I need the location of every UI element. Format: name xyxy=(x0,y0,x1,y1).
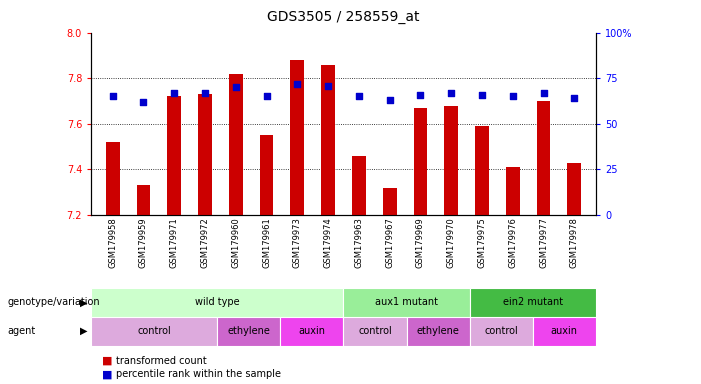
Bar xyxy=(567,162,581,215)
Text: control: control xyxy=(358,326,392,336)
Point xyxy=(292,81,303,87)
Bar xyxy=(407,317,470,346)
Text: ■: ■ xyxy=(102,369,112,379)
Point xyxy=(384,97,395,103)
Text: GDS3505 / 258559_at: GDS3505 / 258559_at xyxy=(267,10,420,23)
Text: transformed count: transformed count xyxy=(116,356,206,366)
Text: GSM179963: GSM179963 xyxy=(355,217,363,268)
Text: genotype/variation: genotype/variation xyxy=(7,297,100,308)
Text: control: control xyxy=(137,326,171,336)
Point xyxy=(230,84,241,91)
Point xyxy=(353,93,365,99)
Text: agent: agent xyxy=(7,326,35,336)
Text: GSM179976: GSM179976 xyxy=(508,217,517,268)
Text: GSM179973: GSM179973 xyxy=(293,217,302,268)
Bar xyxy=(137,185,151,215)
Text: ein2 mutant: ein2 mutant xyxy=(503,297,563,308)
Text: GSM179971: GSM179971 xyxy=(170,217,179,268)
Point xyxy=(538,90,549,96)
Bar xyxy=(290,60,304,215)
Bar xyxy=(352,156,366,215)
Bar xyxy=(280,317,343,346)
Text: GSM179978: GSM179978 xyxy=(570,217,579,268)
Bar xyxy=(229,74,243,215)
Text: control: control xyxy=(484,326,518,336)
Point xyxy=(169,90,180,96)
Text: GSM179969: GSM179969 xyxy=(416,217,425,268)
Text: GSM179961: GSM179961 xyxy=(262,217,271,268)
Bar xyxy=(414,108,428,215)
Text: ethylene: ethylene xyxy=(227,326,271,336)
Point xyxy=(199,90,210,96)
Text: wild type: wild type xyxy=(195,297,240,308)
Point xyxy=(446,90,457,96)
Bar xyxy=(475,126,489,215)
Bar xyxy=(168,96,181,215)
Text: ■: ■ xyxy=(102,356,112,366)
Bar xyxy=(91,317,217,346)
Point xyxy=(138,99,149,105)
Point xyxy=(415,92,426,98)
Bar xyxy=(106,142,120,215)
Text: percentile rank within the sample: percentile rank within the sample xyxy=(116,369,280,379)
Text: GSM179974: GSM179974 xyxy=(324,217,332,268)
Point xyxy=(107,93,118,99)
Text: auxin: auxin xyxy=(299,326,325,336)
Text: auxin: auxin xyxy=(551,326,578,336)
Bar xyxy=(259,135,273,215)
Bar xyxy=(383,188,397,215)
Text: ethylene: ethylene xyxy=(416,326,460,336)
Bar xyxy=(343,317,407,346)
Bar xyxy=(217,317,280,346)
Text: GSM179967: GSM179967 xyxy=(385,217,394,268)
Bar xyxy=(198,94,212,215)
Text: GSM179970: GSM179970 xyxy=(447,217,456,268)
Bar xyxy=(321,65,335,215)
Text: GSM179972: GSM179972 xyxy=(200,217,210,268)
Bar xyxy=(533,317,596,346)
Bar xyxy=(91,288,343,317)
Bar xyxy=(536,101,550,215)
Bar xyxy=(470,288,596,317)
Bar xyxy=(470,317,533,346)
Point xyxy=(569,95,580,101)
Point xyxy=(261,93,272,99)
Point xyxy=(507,93,518,99)
Point xyxy=(477,92,488,98)
Text: GSM179960: GSM179960 xyxy=(231,217,240,268)
Text: GSM179975: GSM179975 xyxy=(477,217,486,268)
Text: ▶: ▶ xyxy=(80,297,87,308)
Bar xyxy=(444,106,458,215)
Bar xyxy=(506,167,519,215)
Text: GSM179977: GSM179977 xyxy=(539,217,548,268)
Point xyxy=(322,83,334,89)
Text: GSM179959: GSM179959 xyxy=(139,217,148,268)
Bar xyxy=(343,288,470,317)
Text: ▶: ▶ xyxy=(80,326,87,336)
Text: GSM179958: GSM179958 xyxy=(108,217,117,268)
Text: aux1 mutant: aux1 mutant xyxy=(375,297,438,308)
